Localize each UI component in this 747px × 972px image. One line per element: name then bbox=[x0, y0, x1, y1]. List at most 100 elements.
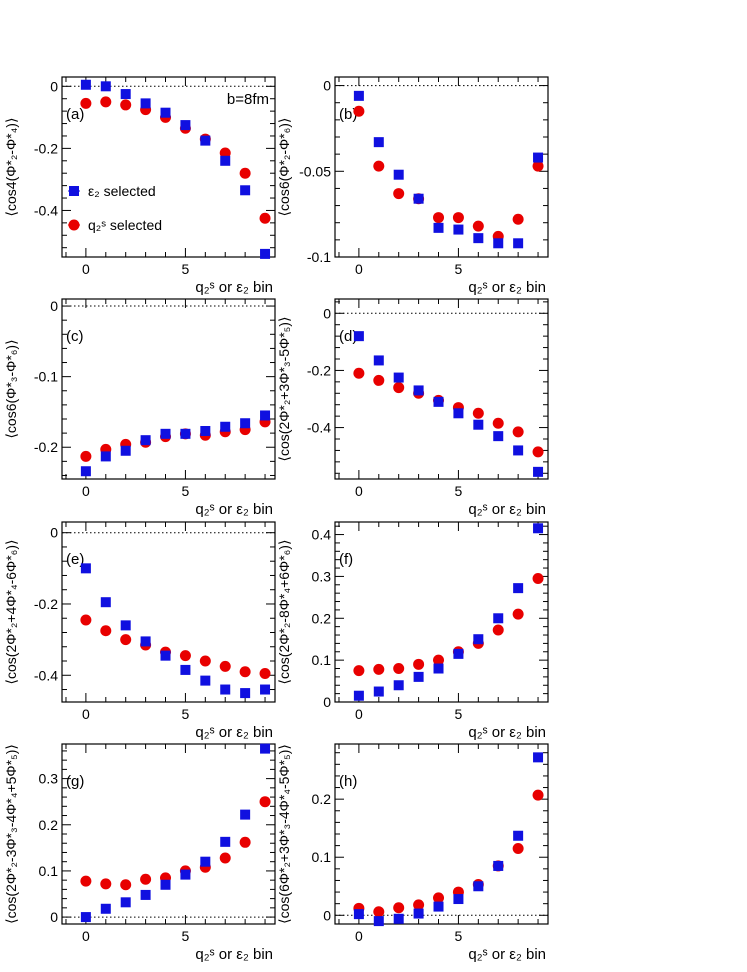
data-point-eps2 bbox=[160, 879, 171, 890]
data-point-eps2 bbox=[80, 466, 91, 477]
data-point-eps2 bbox=[200, 426, 211, 436]
y-tick-label: 0.4 bbox=[312, 527, 332, 543]
x-tick-label: 5 bbox=[455, 928, 463, 944]
x-axis-label: q₂ˢ or ε₂ bin bbox=[468, 946, 546, 963]
y-tick-label: 0 bbox=[323, 694, 331, 710]
data-point-q2s bbox=[373, 374, 385, 386]
data-point-q2s bbox=[100, 96, 112, 108]
data-point-eps2 bbox=[533, 152, 544, 163]
data-point-q2s bbox=[259, 796, 271, 808]
data-point-q2s bbox=[80, 614, 92, 626]
legend-label-q2s: q₂ˢ selected bbox=[88, 217, 162, 233]
data-point-eps2 bbox=[100, 597, 111, 608]
panel-label: (f) bbox=[339, 551, 353, 568]
y-tick-label: -0.1 bbox=[307, 249, 331, 265]
data-point-q2s bbox=[259, 667, 271, 679]
data-point-q2s bbox=[239, 666, 251, 678]
data-point-eps2 bbox=[433, 663, 444, 674]
y-tick-label: -0.4 bbox=[34, 202, 58, 218]
y-tick-label: 0 bbox=[50, 298, 58, 314]
data-point-q2s bbox=[532, 789, 544, 801]
y-tick-label: 0.1 bbox=[39, 863, 59, 879]
panel-label: (b) bbox=[339, 106, 357, 123]
data-point-q2s bbox=[80, 450, 92, 462]
data-point-eps2 bbox=[533, 523, 544, 534]
data-point-q2s bbox=[219, 147, 231, 159]
data-point-eps2 bbox=[160, 107, 171, 118]
data-point-eps2 bbox=[433, 396, 444, 407]
y-tick-label: -0.05 bbox=[299, 163, 331, 179]
data-point-q2s bbox=[120, 634, 132, 646]
data-point-q2s bbox=[120, 99, 132, 111]
data-point-q2s bbox=[512, 608, 524, 620]
data-point-eps2 bbox=[140, 98, 151, 109]
data-point-eps2 bbox=[160, 428, 171, 439]
y-tick-label: 0.1 bbox=[312, 652, 332, 668]
y-axis-label: ⟨cos(2Φ*₂-8Φ*₄+6Φ*₆)⟩ bbox=[276, 540, 292, 685]
panel-label: (e) bbox=[66, 551, 84, 568]
x-tick-label: 0 bbox=[355, 261, 363, 277]
data-point-q2s bbox=[512, 843, 524, 855]
data-point-q2s bbox=[532, 573, 544, 585]
data-point-q2s bbox=[433, 654, 445, 666]
data-point-eps2 bbox=[180, 869, 191, 880]
y-tick-label: 0.3 bbox=[312, 568, 332, 584]
data-point-eps2 bbox=[240, 809, 251, 820]
data-point-q2s bbox=[393, 663, 405, 675]
panel-label: (g) bbox=[66, 773, 84, 790]
data-point-eps2 bbox=[453, 648, 464, 659]
y-tick-label: 0.1 bbox=[312, 849, 332, 865]
y-axis-label: ⟨cos(2Φ*₂+3Φ*₃-5Φ*₅)⟩ bbox=[276, 317, 292, 462]
data-point-eps2 bbox=[493, 238, 504, 249]
data-point-eps2 bbox=[80, 79, 91, 90]
y-tick-label: 0 bbox=[323, 305, 331, 321]
data-point-eps2 bbox=[393, 372, 404, 383]
y-axis-label: ⟨cos4(Φ*₂-Φ*₄)⟩ bbox=[3, 118, 19, 217]
data-point-q2s bbox=[353, 367, 365, 379]
plot-frame bbox=[334, 298, 549, 480]
y-tick-label: 0 bbox=[50, 78, 58, 94]
y-tick-label: 0 bbox=[50, 909, 58, 925]
x-tick-label: 0 bbox=[355, 483, 363, 499]
panel-e: 0 5 0 -0.2 -0.4 ⟨cos(2Φ*₂+4Φ*₄-6Φ*₆)⟩ q₂ˢ or ε… bbox=[3, 521, 276, 741]
data-point-eps2 bbox=[513, 445, 524, 456]
y-tick-label: -0.2 bbox=[34, 439, 58, 455]
data-point-eps2 bbox=[353, 690, 364, 701]
x-axis-label: q₂ˢ or ε₂ bin bbox=[468, 501, 546, 518]
data-point-eps2 bbox=[473, 233, 484, 244]
panel-a: 0 5 0 -0.2 -0.4 ⟨cos4(Φ*₂-Φ*₄)⟩ q₂ˢ or ε₂ bin (… bbox=[3, 76, 276, 296]
data-point-eps2 bbox=[473, 419, 484, 430]
data-point-eps2 bbox=[373, 355, 384, 366]
data-point-q2s bbox=[373, 663, 385, 675]
data-point-eps2 bbox=[353, 331, 364, 342]
plot-frame bbox=[61, 521, 276, 703]
data-point-eps2 bbox=[200, 856, 211, 867]
data-point-eps2 bbox=[433, 901, 444, 912]
y-axis-label: ⟨cos6(Φ*₃-Φ*₆)⟩ bbox=[3, 339, 19, 438]
y-axis-label: ⟨cos(2Φ*₂-3Φ*₃-4Φ*₄+5Φ*₅)⟩ bbox=[3, 744, 19, 924]
data-point-eps2 bbox=[373, 137, 384, 148]
data-point-eps2 bbox=[453, 408, 464, 419]
y-tick-label: 0.2 bbox=[312, 610, 332, 626]
y-tick-label: -0.2 bbox=[307, 362, 331, 378]
data-point-eps2 bbox=[393, 913, 404, 924]
data-point-eps2 bbox=[240, 688, 251, 699]
data-point-q2s bbox=[219, 660, 231, 672]
plot-frame bbox=[334, 521, 549, 703]
data-point-q2s bbox=[259, 212, 271, 224]
legend-marker-eps2 bbox=[69, 186, 79, 196]
plot-frame bbox=[61, 298, 276, 480]
data-point-eps2 bbox=[180, 664, 191, 675]
data-point-eps2 bbox=[473, 881, 484, 892]
data-point-eps2 bbox=[100, 451, 111, 462]
legend-label-eps2: ε₂ selected bbox=[88, 183, 156, 199]
data-point-q2s bbox=[512, 426, 524, 438]
data-point-q2s bbox=[80, 875, 92, 887]
y-axis-label: ⟨cos6(Φ*₂-Φ*₆)⟩ bbox=[276, 118, 292, 217]
x-axis-label: q₂ˢ or ε₂ bin bbox=[195, 724, 273, 741]
x-tick-label: 5 bbox=[455, 706, 463, 722]
y-tick-label: 0 bbox=[323, 907, 331, 923]
data-point-eps2 bbox=[533, 752, 544, 763]
y-axis-label: ⟨cos(2Φ*₂+4Φ*₄-6Φ*₆)⟩ bbox=[3, 540, 19, 685]
data-point-q2s bbox=[373, 906, 385, 918]
